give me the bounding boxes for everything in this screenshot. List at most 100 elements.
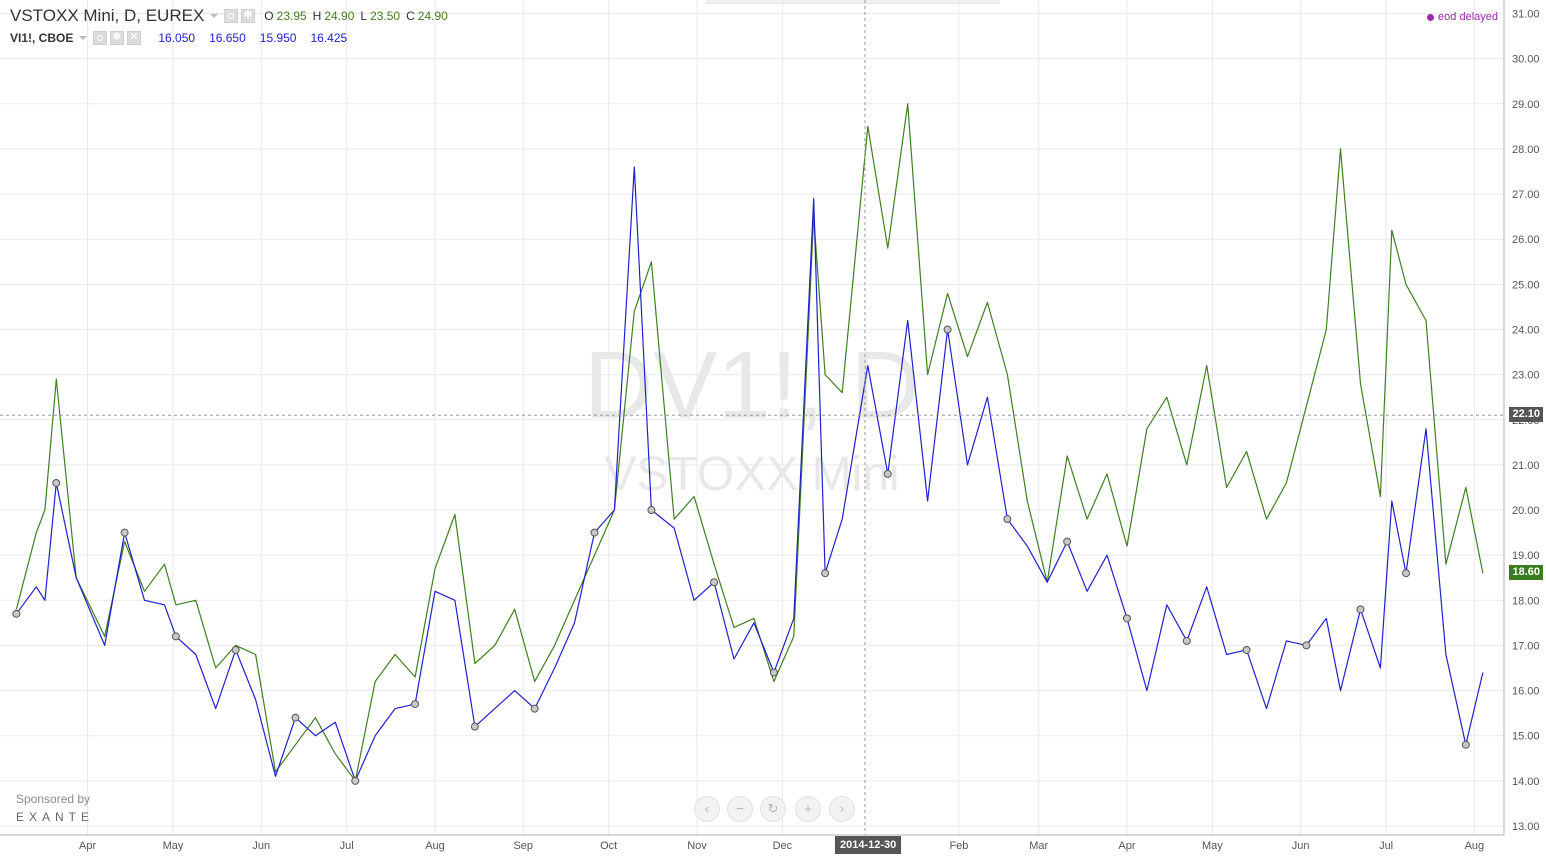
crosshair-date-label: 2014-12-30 (834, 836, 902, 854)
y-tick-label: 30.00 (1512, 54, 1540, 66)
compare-series-legend: VI1!, CBOE 16.050 16.650 15.950 16.425 (10, 30, 347, 45)
y-tick-label: 31.00 (1512, 9, 1540, 21)
high-value: 24.90 (324, 9, 355, 23)
data-point-marker (1182, 636, 1191, 645)
close-label: C (406, 9, 415, 23)
scroll-right-button[interactable]: › (829, 796, 855, 822)
data-point-marker (470, 722, 479, 731)
compare-remove-icon[interactable] (127, 30, 142, 45)
y-tick-label: 15.00 (1512, 731, 1540, 743)
data-point-marker (1402, 569, 1411, 578)
watermark-name: VSTOXX Mini (604, 448, 899, 501)
visibility-icon[interactable] (224, 9, 239, 23)
data-point-marker (883, 469, 892, 478)
x-tick-label: Jun (1292, 840, 1310, 852)
header-dropdown-edge (706, 0, 1000, 4)
data-point-marker (120, 528, 129, 537)
sponsor-block[interactable]: Sponsored by EXANTE (16, 792, 94, 824)
compare-high-value: 16.650 (209, 31, 246, 45)
x-tick-label: Feb (949, 840, 968, 852)
y-tick-label: 14.00 (1512, 776, 1540, 788)
x-tick-label: Apr (79, 840, 96, 852)
open-label: O (264, 9, 274, 23)
y-tick-label: 17.00 (1512, 640, 1540, 652)
series-line-vstoxx (15, 103, 1484, 782)
y-tick-label: 27.00 (1512, 189, 1540, 201)
scroll-left-button[interactable]: ‹ (694, 796, 720, 822)
x-tick-label: Aug (1465, 840, 1485, 852)
y-tick-label: 28.00 (1512, 144, 1540, 156)
x-tick-label: Dec (773, 840, 793, 852)
data-point-marker (530, 704, 539, 713)
x-tick-label: Jul (340, 840, 354, 852)
compare-menu-caret-icon[interactable] (79, 36, 88, 40)
data-point-marker (411, 700, 420, 709)
data-point-marker (1461, 740, 1470, 749)
data-point-marker (1122, 614, 1131, 623)
data-point-marker (1003, 515, 1012, 524)
x-tick-label: Sep (513, 840, 533, 852)
eod-delayed-status: eod delayed (1427, 11, 1498, 23)
open-value: 23.95 (276, 9, 307, 23)
status-dot-icon (1427, 13, 1435, 21)
data-point-marker (52, 478, 61, 487)
sponsor-caption: Sponsored by (16, 792, 91, 806)
x-tick-label: Nov (687, 840, 707, 852)
y-tick-label: 29.00 (1512, 99, 1540, 111)
x-tick-label: May (163, 840, 184, 852)
zoom-in-button[interactable]: + (795, 796, 821, 822)
high-label: H (312, 9, 322, 23)
data-point-marker (1302, 641, 1311, 650)
last-price-label: 18.60 (1509, 565, 1543, 581)
watermark-symbol: DV1!, D (584, 332, 920, 439)
x-tick-label: Mar (1029, 840, 1048, 852)
data-point-marker (943, 325, 952, 334)
low-label: L (360, 9, 368, 23)
data-point-marker (231, 645, 240, 654)
main-series-legend: VSTOXX Mini, D, EUREX O 23.95 H 24.90 L … (10, 6, 448, 26)
data-point-marker (1242, 645, 1251, 654)
close-value: 24.90 (417, 9, 448, 23)
crosshair-price-label: 22.10 (1509, 407, 1543, 423)
x-tick-label: Apr (1118, 840, 1135, 852)
y-tick-label: 26.00 (1512, 234, 1540, 246)
data-point-marker (12, 609, 21, 618)
data-point-marker (710, 578, 719, 587)
data-point-marker (1063, 537, 1072, 546)
zoom-out-button[interactable]: − (727, 796, 753, 822)
data-point-marker (171, 632, 180, 641)
compare-visibility-icon[interactable] (93, 31, 108, 45)
low-value: 23.50 (370, 9, 401, 23)
data-point-marker (351, 776, 360, 785)
x-tick-label: May (1202, 840, 1223, 852)
main-symbol-label[interactable]: VSTOXX Mini, D, EUREX (10, 6, 205, 25)
y-tick-label: 20.00 (1512, 505, 1540, 517)
y-tick-label: 18.00 (1512, 595, 1540, 607)
series-line-vi1 (15, 166, 1484, 782)
compare-settings-icon[interactable] (110, 30, 125, 45)
sponsor-logo-text: EXANTE (16, 810, 95, 824)
compare-symbol-label[interactable]: VI1!, CBOE (10, 31, 74, 45)
data-point-marker (647, 506, 656, 515)
y-tick-label: 16.00 (1512, 686, 1540, 698)
symbol-menu-caret-icon[interactable] (210, 14, 219, 18)
x-tick-label: Jun (252, 840, 270, 852)
x-tick-label: Oct (600, 840, 617, 852)
status-text: eod delayed (1438, 11, 1498, 23)
y-tick-label: 13.00 (1512, 821, 1540, 833)
data-point-marker (291, 713, 300, 722)
y-tick-label: 23.00 (1512, 370, 1540, 382)
x-tick-label: Jul (1379, 840, 1393, 852)
chart-series (12, 103, 1484, 785)
y-tick-label: 24.00 (1512, 324, 1540, 336)
settings-icon[interactable] (241, 8, 256, 23)
compare-low-value: 15.950 (259, 31, 297, 45)
x-tick-label: Aug (425, 840, 445, 852)
data-point-marker (590, 528, 599, 537)
compare-open-value: 16.050 (158, 31, 196, 45)
y-tick-label: 19.00 (1512, 550, 1540, 562)
chart-watermark: DV1!, D VSTOXX Mini (584, 332, 920, 501)
data-point-marker (821, 569, 830, 578)
reset-chart-button[interactable]: ↻ (760, 796, 786, 822)
